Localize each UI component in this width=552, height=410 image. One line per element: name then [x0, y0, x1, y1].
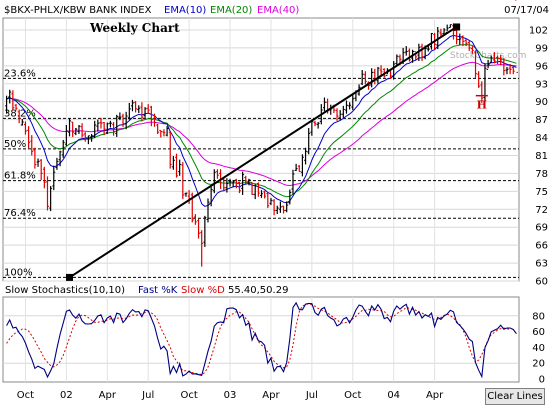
fib-label: 76.4%: [4, 208, 36, 219]
x-tick-label: 04: [387, 390, 400, 401]
x-tick-label: Apr: [262, 390, 280, 401]
clear-lines-button[interactable]: Clear Lines: [485, 388, 545, 405]
trendline-handle-start: [66, 273, 74, 281]
x-tick-label: Jul: [141, 390, 154, 401]
price-tick-label: 69: [535, 223, 548, 234]
price-tick-label: 81: [535, 151, 548, 162]
price-tick-label: 96: [535, 61, 548, 72]
annotation: H: [475, 94, 488, 112]
fib-label: 23.6%: [4, 68, 36, 79]
fib-label: 61.8%: [4, 171, 36, 182]
price-tick-label: 60: [535, 277, 548, 288]
stoch-tick-label: 20: [532, 359, 545, 370]
price-tick-label: 63: [535, 259, 548, 270]
price-tick-label: 72: [535, 205, 548, 216]
fib-label: 100%: [4, 267, 33, 278]
fib-label: 50%: [4, 139, 26, 150]
stoch-k-path: [6, 301, 517, 379]
stoch-k-line: [6, 301, 517, 379]
annotation-label: H: [477, 99, 487, 112]
price-tick-label: 78: [535, 169, 548, 180]
x-gridlines: [24, 18, 436, 382]
trendline-handle-end: [453, 23, 461, 31]
x-axis-ticks: Oct 02 Apr Jul Oct 03 Apr Jul Oct 04 Apr: [17, 390, 444, 401]
x-tick-label: 03: [224, 390, 237, 401]
header-symbol: $BKX-PHLX/KBW BANK INDEX: [4, 5, 152, 16]
price-tick-label: 90: [535, 97, 548, 108]
trendline: [66, 23, 461, 281]
stoch-values: 55.40,50.29: [228, 285, 288, 296]
header-ema10: EMA(10): [164, 5, 206, 16]
price-tick-label: 66: [535, 241, 548, 252]
ema40-line: [6, 61, 517, 187]
price-tick-label: 75: [535, 187, 548, 198]
x-tick-label: 02: [60, 390, 73, 401]
ema40-path: [6, 61, 517, 187]
stoch-gridlines: [3, 315, 519, 364]
price-tick-label: 102: [529, 25, 548, 36]
stoch-d-label: Slow %D: [181, 285, 225, 296]
price-tick-label: 84: [535, 133, 548, 144]
fib-label: 38.2%: [4, 108, 36, 119]
stoch-k-label: Fast %K: [138, 285, 178, 296]
chart-title: Weekly Chart: [89, 21, 180, 35]
x-tick-label: Apr: [426, 390, 444, 401]
x-tick-label: Oct: [344, 390, 361, 401]
trendline-segment: [68, 26, 458, 279]
stoch-y-axis: 0 20 40 60 80: [532, 311, 545, 385]
header-date: 07/17/04: [504, 5, 549, 16]
stoch-tick-label: 0: [539, 375, 545, 386]
stoch-title: Slow Stochastics(10,10): [5, 285, 125, 296]
header-ema40: EMA(40): [257, 5, 299, 16]
fib-retracement-lines: 23.6% 38.2% 50% 61.8% 76.4% 100%: [3, 68, 519, 278]
price-tick-label: 87: [535, 115, 548, 126]
x-tick-label: Apr: [99, 390, 117, 401]
stoch-panel: [2, 296, 520, 383]
watermark: StockCharts.com: [450, 51, 526, 61]
x-tick-label: Jul: [305, 390, 318, 401]
stoch-tick-label: 80: [532, 311, 545, 322]
x-tick-label: Oct: [17, 390, 34, 401]
price-tick-label: 99: [535, 43, 548, 54]
price-bars: [5, 0, 518, 267]
price-y-axis: 60 63 66 69 72 75 78 81 84 87 90 93 96 99 102: [529, 25, 548, 287]
price-tick-label: 93: [535, 79, 548, 90]
x-tick-label: Oct: [180, 390, 197, 401]
price-panel: [2, 17, 520, 282]
header-ema20: EMA(20): [210, 5, 252, 16]
stoch-tick-label: 60: [532, 327, 545, 338]
stoch-tick-label: 40: [532, 343, 545, 354]
